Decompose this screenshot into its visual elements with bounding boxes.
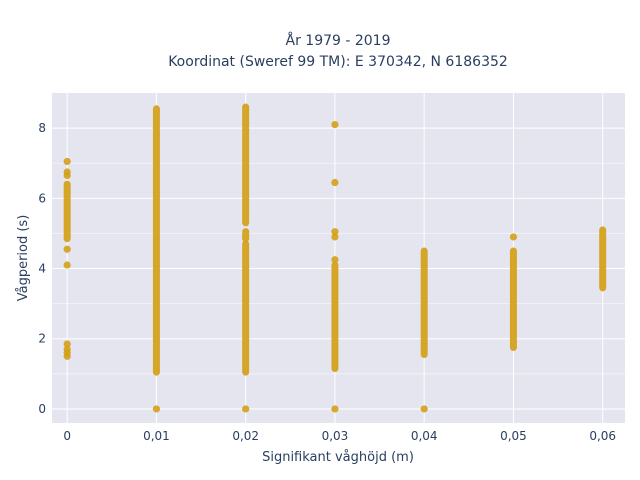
data-point xyxy=(331,120,339,129)
data-point xyxy=(63,245,71,253)
x-axis-title: Signifikant våghöjd (m) xyxy=(262,450,414,465)
y-tick-label: 2 xyxy=(38,332,46,346)
x-axis-ticks: 0 0,01 0,02 0,03 0,04 0,05 0,06 xyxy=(63,429,616,443)
y-axis-title: Vågperiod (s) xyxy=(16,215,31,302)
data-point xyxy=(63,168,71,176)
x-tick-label: 0,06 xyxy=(589,429,616,443)
plot-area xyxy=(52,93,625,423)
data-point xyxy=(331,233,339,241)
data-points xyxy=(63,103,607,413)
data-point xyxy=(63,157,71,166)
data-point xyxy=(331,405,339,413)
y-tick-label: 4 xyxy=(38,262,46,276)
data-point xyxy=(63,345,71,353)
x-tick-label: 0,04 xyxy=(411,429,438,443)
data-point xyxy=(63,261,71,269)
x-tick-label: 0,02 xyxy=(232,429,259,443)
chart-title-line-1: År 1979 - 2019 xyxy=(286,32,391,49)
y-tick-label: 8 xyxy=(38,121,46,135)
x-tick-label: 0,03 xyxy=(322,429,349,443)
y-axis-ticks: 0 2 4 6 8 xyxy=(38,121,46,416)
data-point xyxy=(509,233,518,241)
data-point xyxy=(420,405,428,413)
data-point xyxy=(63,340,71,348)
x-tick-label: 0,01 xyxy=(143,429,170,443)
data-point xyxy=(331,178,339,187)
data-point xyxy=(331,256,339,264)
data-point xyxy=(331,228,339,236)
x-tick-label: 0 xyxy=(63,429,71,443)
x-tick-label: 0,05 xyxy=(500,429,527,443)
y-tick-label: 0 xyxy=(38,402,46,416)
y-tick-label: 6 xyxy=(38,191,46,205)
chart-title-line-2: Koordinat (Sweref 99 TM): E 370342, N 61… xyxy=(168,54,508,70)
data-point xyxy=(152,405,161,413)
data-point xyxy=(242,405,250,413)
